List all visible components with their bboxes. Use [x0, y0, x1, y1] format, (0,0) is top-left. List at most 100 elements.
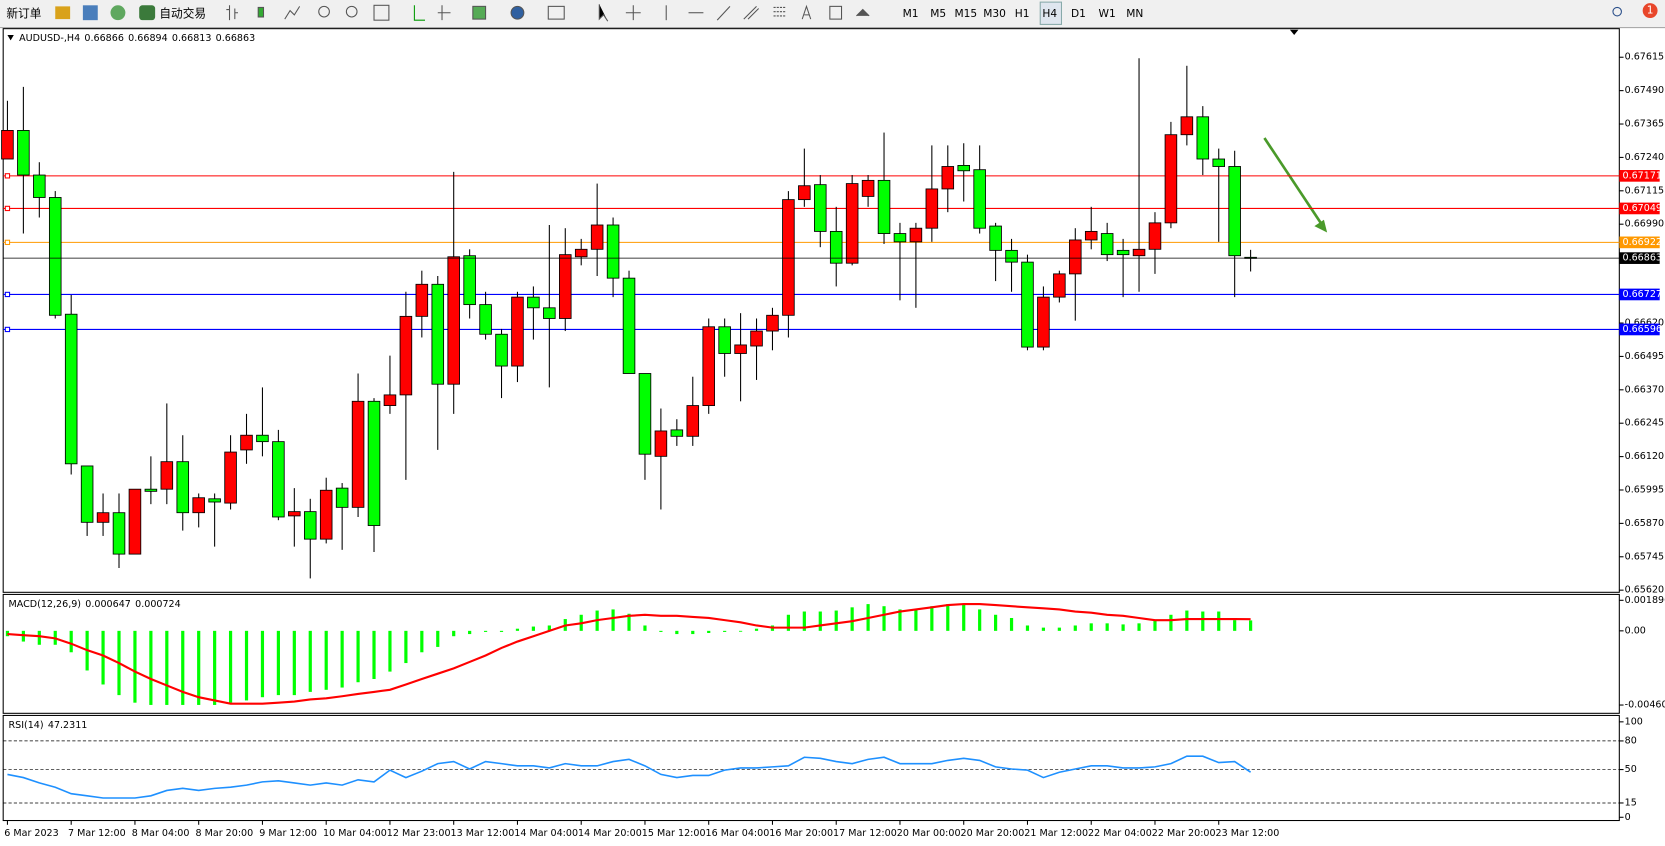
y-tick-label: 80: [1625, 735, 1637, 746]
level-label: 0.66922: [1622, 237, 1662, 248]
cursor-icon[interactable]: [598, 4, 609, 22]
time-label: 14 Mar 04:00: [514, 828, 578, 839]
macd-bar: [1153, 620, 1157, 631]
header-value: 0.66813: [172, 33, 212, 44]
bar-chart-icon[interactable]: [226, 5, 239, 21]
icon[interactable]: [82, 5, 98, 21]
icon[interactable]: [55, 6, 71, 20]
time-label: 16 Mar 04:00: [706, 828, 770, 839]
y-tick-label: 15: [1625, 797, 1637, 808]
macd-bar: [1057, 627, 1061, 631]
channel-icon[interactable]: [743, 5, 760, 20]
label-icon[interactable]: [829, 5, 843, 20]
icon[interactable]: [110, 5, 126, 21]
macd-bar: [244, 630, 249, 701]
timeframe-button[interactable]: H1: [1015, 7, 1030, 20]
timeframe-button[interactable]: W1: [1099, 7, 1116, 20]
macd-bar: [1217, 611, 1221, 631]
periods-icon[interactable]: [510, 5, 525, 20]
text-icon[interactable]: [801, 4, 812, 20]
timeframe-button[interactable]: MN: [1126, 7, 1143, 20]
macd-bar: [659, 630, 663, 632]
macd-bar: [675, 630, 679, 635]
macd-bar: [1137, 623, 1141, 631]
y-tick-label: 0.67615: [1625, 52, 1665, 63]
time-label: 15 Mar 12:00: [642, 828, 706, 839]
y-tick-label: 0.67240: [1625, 152, 1665, 163]
timeframe-button[interactable]: M1: [903, 7, 919, 20]
macd-bar: [1089, 623, 1093, 631]
timeframe-button[interactable]: D1: [1071, 7, 1086, 20]
level-label-box: [1619, 202, 1660, 215]
symbol-marker: [7, 35, 14, 41]
level-label: 0.67049: [1622, 203, 1662, 214]
trendline-icon[interactable]: [716, 6, 731, 21]
candle-body: [750, 330, 763, 347]
notification-badge[interactable]: [1642, 3, 1658, 19]
level-label: 0.67171: [1622, 170, 1662, 181]
level-label-box: [1619, 323, 1660, 336]
macd-bar: [483, 630, 488, 632]
candle-icon[interactable]: [257, 6, 265, 18]
line-icon[interactable]: [284, 6, 301, 20]
header-value: 47.2311: [48, 719, 88, 730]
fibo-icon[interactable]: [773, 6, 787, 17]
macd-bar: [165, 630, 169, 705]
macd-bar: [1105, 623, 1109, 631]
candle-body: [256, 434, 269, 443]
macd-bar: [213, 630, 217, 705]
candle-body: [64, 313, 78, 465]
level-label-box: [1619, 170, 1660, 182]
candle-body: [861, 179, 875, 197]
y-tick-label: 0.66245: [1625, 418, 1665, 429]
shift-marker: [1289, 29, 1299, 36]
level-handle: [4, 326, 11, 333]
macd-bar: [611, 609, 615, 631]
candle-body: [973, 169, 986, 229]
y-tick-label: 0.66620: [1625, 318, 1665, 329]
new-order-button[interactable]: 新订单: [6, 6, 41, 20]
auto-trading-icon[interactable]: [139, 5, 156, 21]
level-handle: [4, 291, 11, 298]
candle-body: [511, 296, 524, 367]
header-value: MACD(12,26,9): [9, 598, 82, 609]
crosshair-icon[interactable]: [625, 5, 641, 21]
macd-bar: [882, 606, 886, 631]
time-label: 8 Mar 20:00: [196, 828, 254, 839]
scroll-icon[interactable]: [413, 5, 426, 21]
level-label-box: [1619, 288, 1660, 301]
zoom-in-icon[interactable]: [318, 5, 330, 18]
macd-bar: [962, 604, 966, 631]
y-tick-label: 0.65870: [1625, 518, 1665, 529]
shift-icon[interactable]: [437, 5, 451, 21]
candle-body: [17, 130, 30, 176]
macd-bar: [850, 607, 854, 631]
search-icon[interactable]: [1612, 6, 1622, 17]
candle-body: [399, 315, 413, 396]
candle-body: [1116, 249, 1130, 256]
macd-bar: [468, 630, 472, 635]
candle-body: [1228, 166, 1241, 257]
timeframe-button[interactable]: M5: [930, 7, 946, 20]
candle-body: [622, 277, 636, 374]
tile-icon[interactable]: [373, 4, 390, 21]
macd-bar: [802, 611, 806, 631]
templates-icon[interactable]: [547, 5, 565, 20]
time-label: 22 Mar 04:00: [1088, 828, 1152, 839]
arrows-icon[interactable]: [856, 8, 870, 17]
macd-bar: [627, 613, 631, 631]
timeframe-button[interactable]: M15: [955, 7, 978, 20]
candle-body: [48, 197, 62, 316]
candle-body: [160, 461, 174, 490]
candle-body: [96, 512, 110, 523]
zoom-out-icon[interactable]: [345, 5, 358, 18]
candle-body: [335, 487, 349, 508]
timeframe-button[interactable]: M30: [983, 7, 1006, 20]
auto-trading-button[interactable]: 自动交易: [159, 6, 206, 20]
macd-bar: [1073, 625, 1077, 631]
macd-bar: [1121, 624, 1125, 631]
candle-body: [814, 184, 827, 232]
macd-bar: [260, 630, 265, 698]
indicators-icon[interactable]: [472, 5, 487, 20]
timeframe-button[interactable]: H4: [1042, 7, 1057, 20]
